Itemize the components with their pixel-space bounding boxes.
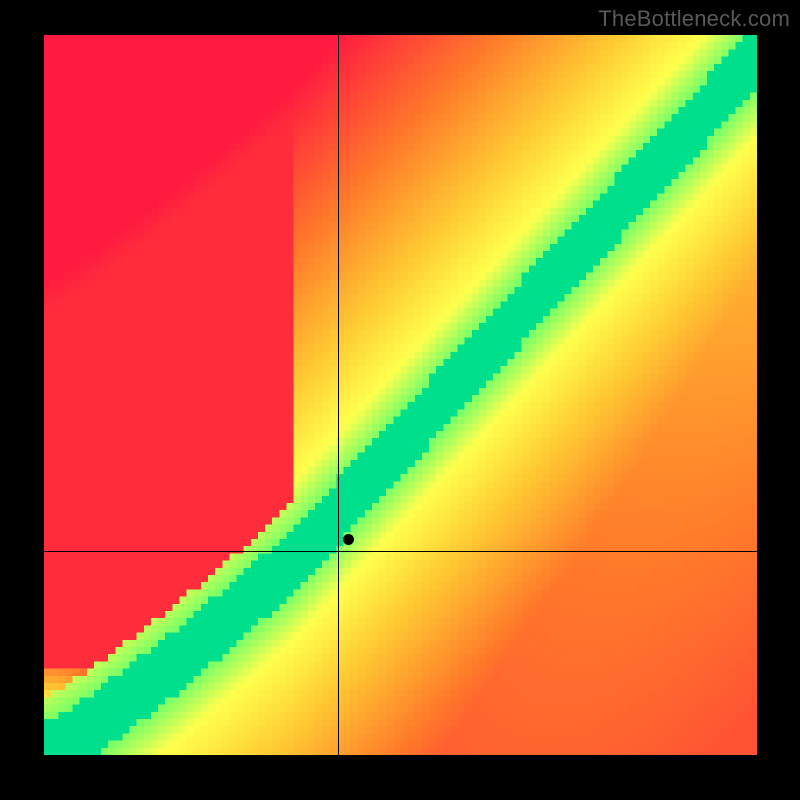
marker-dot [343,534,354,545]
crosshair-horizontal [44,551,757,552]
crosshair-vertical [338,35,339,755]
watermark-text: TheBottleneck.com [598,6,790,32]
chart-container: TheBottleneck.com [0,0,800,800]
heatmap-canvas [44,35,757,755]
